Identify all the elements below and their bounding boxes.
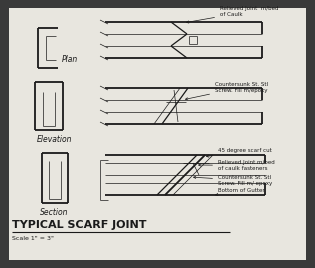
- Text: Countersunk St. Stl
Screw. Fill m/epoxy: Countersunk St. Stl Screw. Fill m/epoxy: [186, 82, 268, 100]
- Text: Relieved Joint  m/bed
of Caulk: Relieved Joint m/bed of Caulk: [186, 6, 278, 23]
- Text: Elevation: Elevation: [37, 135, 72, 144]
- Text: TYPICAL SCARF JOINT: TYPICAL SCARF JOINT: [12, 220, 146, 230]
- Text: Scale 1" = 3": Scale 1" = 3": [12, 236, 54, 241]
- Text: Relieved Joint m/bed
of caulk fasteners: Relieved Joint m/bed of caulk fasteners: [198, 160, 275, 171]
- Text: Countersunk St. Stl
Screw. Fill m/ epoxy: Countersunk St. Stl Screw. Fill m/ epoxy: [193, 175, 272, 186]
- Text: Section: Section: [40, 208, 68, 217]
- Text: Bottom of Gutter: Bottom of Gutter: [215, 188, 265, 196]
- Text: 45 degree scarf cut: 45 degree scarf cut: [207, 148, 272, 157]
- Text: Plan: Plan: [62, 55, 78, 64]
